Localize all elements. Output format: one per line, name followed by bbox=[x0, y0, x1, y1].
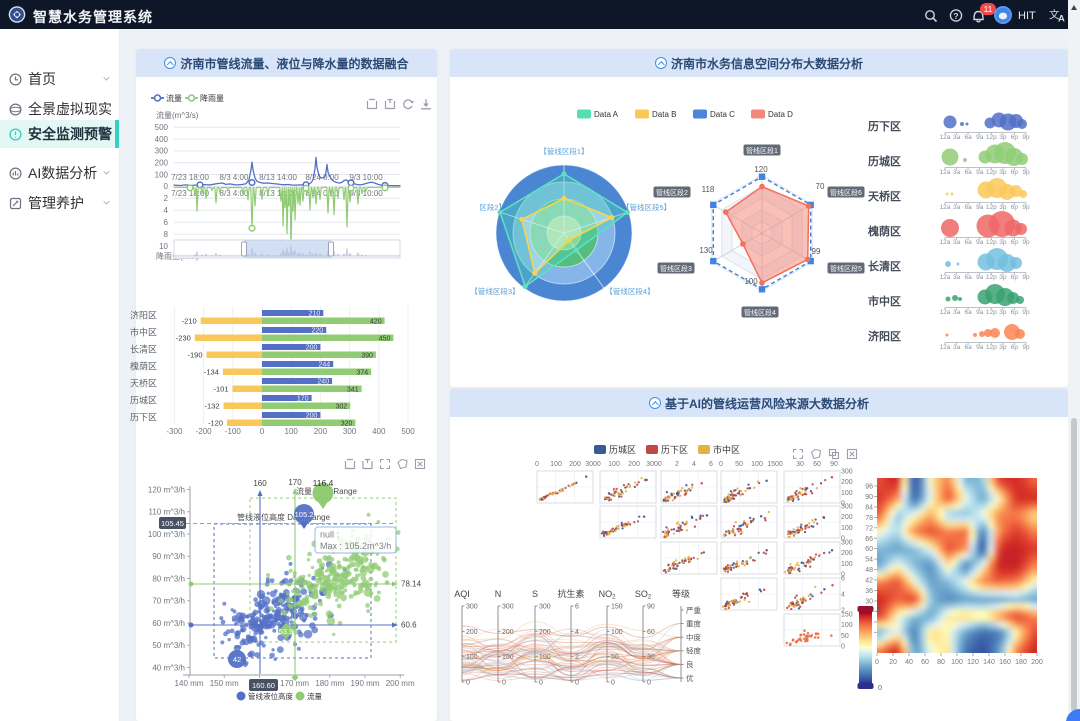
svg-text:A: A bbox=[1058, 14, 1065, 25]
svg-text:文: 文 bbox=[1049, 8, 1060, 21]
svg-text:HIT: HIT bbox=[1018, 10, 1036, 22]
svg-text:?: ? bbox=[953, 11, 958, 21]
svg-text:11: 11 bbox=[984, 4, 993, 14]
